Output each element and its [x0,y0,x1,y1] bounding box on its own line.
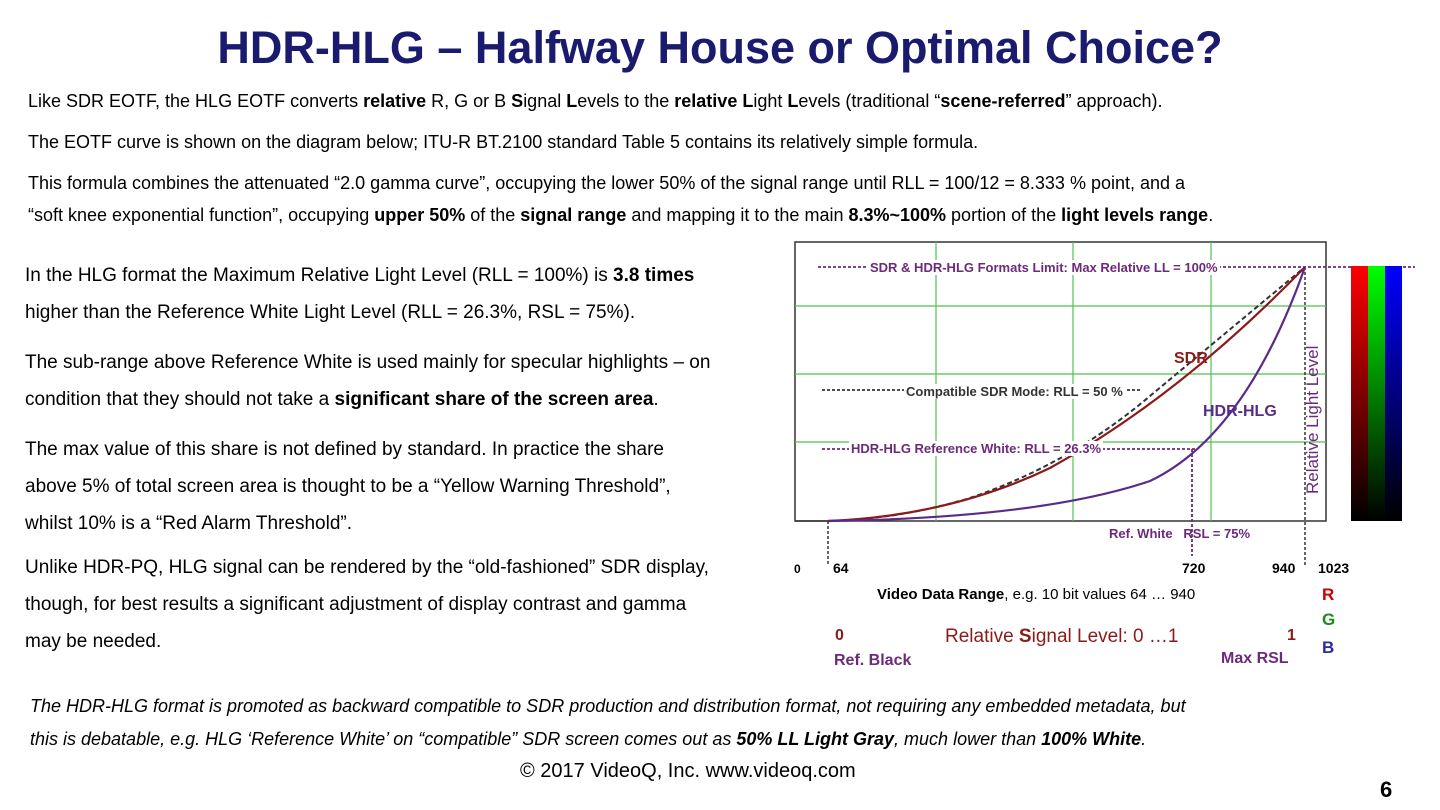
rsl-0: 0 [835,627,844,644]
left-text-3: The sub-range above Reference White is u… [25,352,711,373]
intro-paragraph-2: The EOTF curve is shown on the diagram b… [28,132,979,152]
left-text-10: may be needed. [25,631,162,652]
rsl-axis-label: Relative Signal Level: 0 …1 [945,626,1179,647]
page-number: 6 [1380,777,1393,802]
g-label: G [1322,610,1336,629]
intro-paragraph-3: This formula combines the attenuated “2.… [28,173,1186,193]
r-label: R [1322,585,1335,604]
rsl-1: 1 [1287,627,1296,644]
left-text-9: though, for best results a significant a… [25,594,687,615]
hlg-label: HDR-HLG [1203,403,1277,420]
left-text-7: whilst 10% is a “Red Alarm Threshold”. [25,513,352,534]
green-gradient-bar [1368,266,1385,521]
blue-gradient-bar [1385,266,1402,521]
black-dashed-curve [827,266,1306,522]
footer-copyright: © 2017 VideoQ, Inc. www.videoq.com [520,760,856,782]
tick-0: 0 [794,562,801,576]
video-range-label: Video Data Range, e.g. 10 bit values 64 … [877,586,1196,603]
red-gradient-bar [1351,266,1368,521]
max-rsl-label: Max RSL [1221,650,1289,667]
sdr-label: SDR [1174,350,1208,367]
left-text-2: higher than the Reference White Light Le… [25,302,636,323]
y-axis-label: Relative Light Level [1303,346,1322,494]
tick-720: 720 [1182,560,1206,576]
bottom-text-1: The HDR-HLG format is promoted as backwa… [30,696,1186,716]
tick-64: 64 [833,560,849,576]
tick-940: 940 [1272,560,1296,576]
ref-black-label: Ref. Black [834,652,912,669]
page-title: HDR-HLG – Halfway House or Optimal Choic… [217,22,1223,73]
intro-paragraph-1: Like SDR EOTF, the HLG EOTF converts rel… [28,91,1163,111]
limit-label: SDR & HDR-HLG Formats Limit: Max Relativ… [868,260,1220,275]
left-text-6: above 5% of total screen area is thought… [25,476,671,497]
ref-white-label: HDR-HLG Reference White: RLL = 26.3% [849,441,1104,456]
intro-paragraph-4: “soft knee exponential function”, occupy… [28,205,1214,225]
b-label: B [1322,638,1335,657]
tick-1023: 1023 [1318,560,1350,576]
left-text-1: In the HLG format the Maximum Relative L… [25,265,695,286]
left-text-8: Unlike HDR-PQ, HLG signal can be rendere… [25,557,709,578]
ref-white-rsl-label: Ref. White RSL = 75% [1109,526,1251,541]
left-text-4: condition that they should not take a si… [25,389,659,410]
bottom-text-2: this is debatable, e.g. HLG ‘Reference W… [30,729,1147,749]
compat-sdr-label: Compatible SDR Mode: RLL = 50 % [904,384,1125,399]
plot-frame [794,241,1327,522]
sdr-curve [827,266,1306,523]
left-text-5: The max value of this share is not defin… [25,439,664,460]
hlg-curve [827,266,1307,523]
